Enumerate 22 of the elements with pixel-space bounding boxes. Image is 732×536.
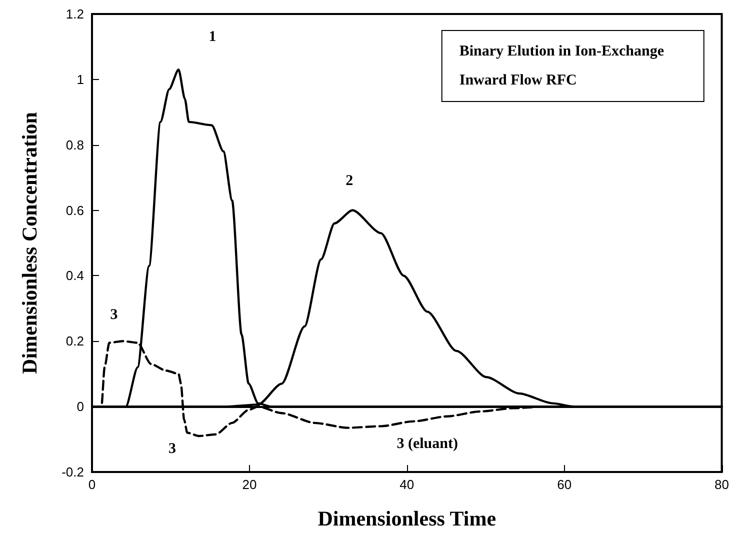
x-tick-label: 60: [557, 477, 572, 492]
y-tick-label: 0: [76, 399, 84, 414]
y-tick-label: 1.2: [66, 6, 84, 22]
annotation: 3: [168, 441, 176, 458]
text: Inward Flow RFC: [459, 72, 577, 88]
y-axis-title: Dimensionless Concentration: [18, 112, 42, 374]
x-tick-label: 40: [400, 477, 414, 492]
annotation: 1: [208, 28, 216, 45]
x-tick-label: 0: [88, 477, 96, 492]
x-tick-label: 20: [242, 477, 257, 492]
annotation: 3 (eluant): [396, 436, 458, 452]
text: Binary Elution in Ion-Exchange: [459, 44, 664, 60]
y-tick-label: 0.8: [66, 137, 84, 152]
annotation: 2: [346, 172, 354, 189]
y-tick-label: 0.4: [66, 268, 84, 284]
y-tick-label: -0.2: [62, 464, 84, 480]
x-tick-label: 80: [714, 477, 730, 492]
x-axis-title: Dimensionless Time: [318, 506, 496, 530]
y-tick-label: 1: [76, 72, 84, 87]
y-tick-label: 0.6: [66, 202, 84, 218]
annotation: 3: [110, 306, 118, 323]
y-tick-label: 0.2: [66, 334, 84, 349]
